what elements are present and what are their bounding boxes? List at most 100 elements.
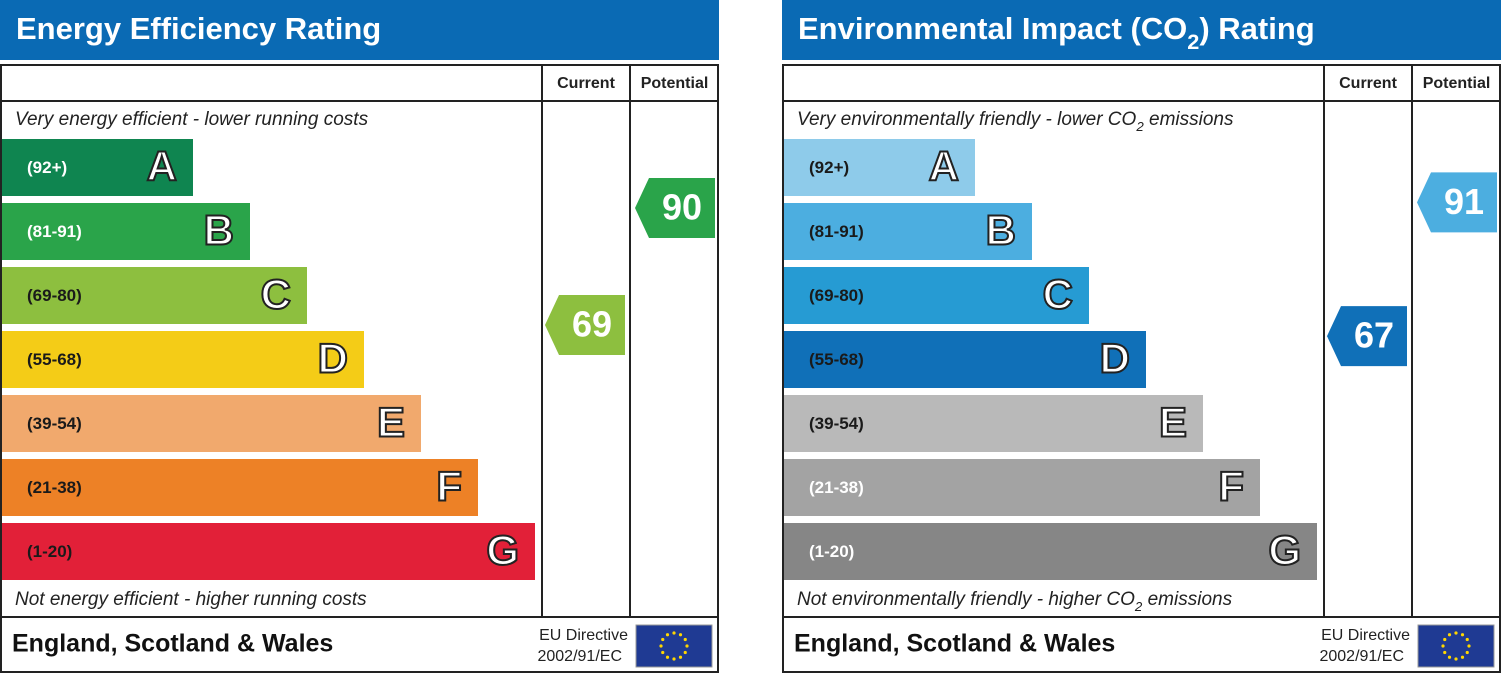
band-bar: [2, 523, 535, 580]
eu-star: [672, 631, 676, 635]
band-range: (55-68): [27, 350, 82, 369]
frame: [782, 64, 1501, 673]
band-bar: [2, 267, 307, 324]
bottom-note: Not environmentally friendly - higher CO…: [797, 589, 1233, 614]
eu-star: [1443, 650, 1447, 655]
bottom-note-part: Not environmentally friendly - higher CO: [797, 589, 1135, 610]
bottom-note: Not energy efficient - higher running co…: [15, 589, 367, 610]
top-note: Very energy efficient - lower running co…: [15, 109, 369, 130]
chart-title-part: Environmental Impact (CO: [798, 11, 1187, 46]
band-bar: [784, 459, 1260, 516]
title-bar: [0, 0, 719, 60]
band-range: (92+): [27, 158, 67, 177]
band-bar: [784, 395, 1203, 452]
eu-star: [661, 637, 665, 642]
eu-star: [683, 650, 687, 655]
bottom-note-part: emissions: [1142, 589, 1232, 610]
top-note-part: Very environmentally friendly - lower CO: [797, 109, 1137, 130]
rating-value: 90: [662, 187, 702, 228]
footer-region: England, Scotland & Wales: [794, 630, 1115, 658]
eu-star: [678, 655, 683, 659]
bottom-note-part: Not energy efficient - higher running co…: [15, 589, 367, 610]
band-letter: E: [1159, 399, 1187, 446]
band-bar: [784, 139, 975, 196]
band-letter: G: [1268, 527, 1301, 574]
eu-star: [1460, 655, 1465, 659]
rating-marker: [635, 178, 715, 238]
chart-title: Energy Efficiency Rating: [16, 11, 381, 46]
eu-star: [683, 637, 687, 642]
eu-star: [1447, 655, 1452, 659]
eu-flag: [635, 624, 713, 668]
band-range: (39-54): [809, 414, 864, 433]
band-bar: [2, 331, 364, 388]
band-bar: [2, 395, 421, 452]
band-bar: [2, 459, 478, 516]
band-bar: [784, 203, 1032, 260]
footer-region: England, Scotland & Wales: [12, 630, 333, 658]
band-bar: [784, 523, 1317, 580]
chart-title-part: 2: [1187, 29, 1199, 54]
top-note-part: emissions: [1144, 109, 1234, 130]
directive: 2002/91/EC: [537, 648, 622, 665]
title-bar: [782, 0, 1501, 60]
directive: 2002/91/EC: [1319, 648, 1404, 665]
band-letter: E: [377, 399, 405, 446]
top-note-part: 2: [1135, 119, 1144, 134]
eu-star: [678, 633, 683, 637]
eu-star: [1467, 644, 1471, 648]
rating-marker: [1417, 172, 1497, 233]
eu-flag: [1417, 624, 1495, 668]
eu-star: [1441, 644, 1445, 648]
rating-value: 69: [572, 303, 612, 344]
band-bar: [784, 331, 1146, 388]
column-header: Potential: [1423, 75, 1491, 92]
bottom-note-part: 2: [1134, 599, 1143, 614]
band-range: (69-80): [27, 286, 82, 305]
band-range: (1-20): [27, 542, 72, 561]
top-note-part: Very energy efficient - lower running co…: [15, 109, 369, 130]
eu-star: [1460, 633, 1465, 637]
eu-star: [685, 644, 689, 648]
eu-star: [659, 644, 663, 648]
band-range: (39-54): [27, 414, 82, 433]
band-letter: A: [929, 143, 959, 190]
band-letter: F: [436, 463, 462, 510]
band-range: (21-38): [27, 478, 82, 497]
band-letter: D: [1100, 335, 1130, 382]
band-bar: [784, 267, 1089, 324]
band-bar: [2, 203, 250, 260]
eu-star: [1465, 637, 1469, 642]
eu-star: [672, 657, 676, 661]
rating-value: 91: [1444, 181, 1484, 222]
band-letter: D: [318, 335, 348, 382]
band-letter: C: [261, 271, 291, 318]
column-header: Current: [557, 75, 615, 92]
band-range: (55-68): [809, 350, 864, 369]
band-letter: C: [1043, 271, 1073, 318]
chart-title-part: Energy Efficiency Rating: [16, 11, 381, 46]
band-range: (81-91): [809, 222, 864, 241]
column-header: Current: [1339, 75, 1397, 92]
frame: [0, 64, 719, 673]
band-range: (21-38): [809, 478, 864, 497]
column-header: Potential: [641, 75, 709, 92]
band-range: (1-20): [809, 542, 854, 561]
eu-star: [1443, 637, 1447, 642]
directive: EU Directive: [1321, 627, 1410, 644]
rating-marker: [545, 294, 625, 355]
band-range: (92+): [809, 158, 849, 177]
eu-star: [1447, 633, 1452, 637]
rating-value: 67: [1354, 315, 1394, 356]
band-bar: [2, 139, 193, 196]
directive: EU Directive: [539, 627, 628, 644]
eu-star: [665, 655, 670, 659]
band-letter: A: [147, 143, 177, 190]
rating-marker: [1327, 306, 1407, 367]
eu-star: [665, 633, 670, 637]
band-letter: B: [986, 207, 1016, 254]
band-letter: G: [486, 527, 519, 574]
band-letter: B: [204, 207, 234, 254]
eu-star: [1454, 631, 1458, 635]
